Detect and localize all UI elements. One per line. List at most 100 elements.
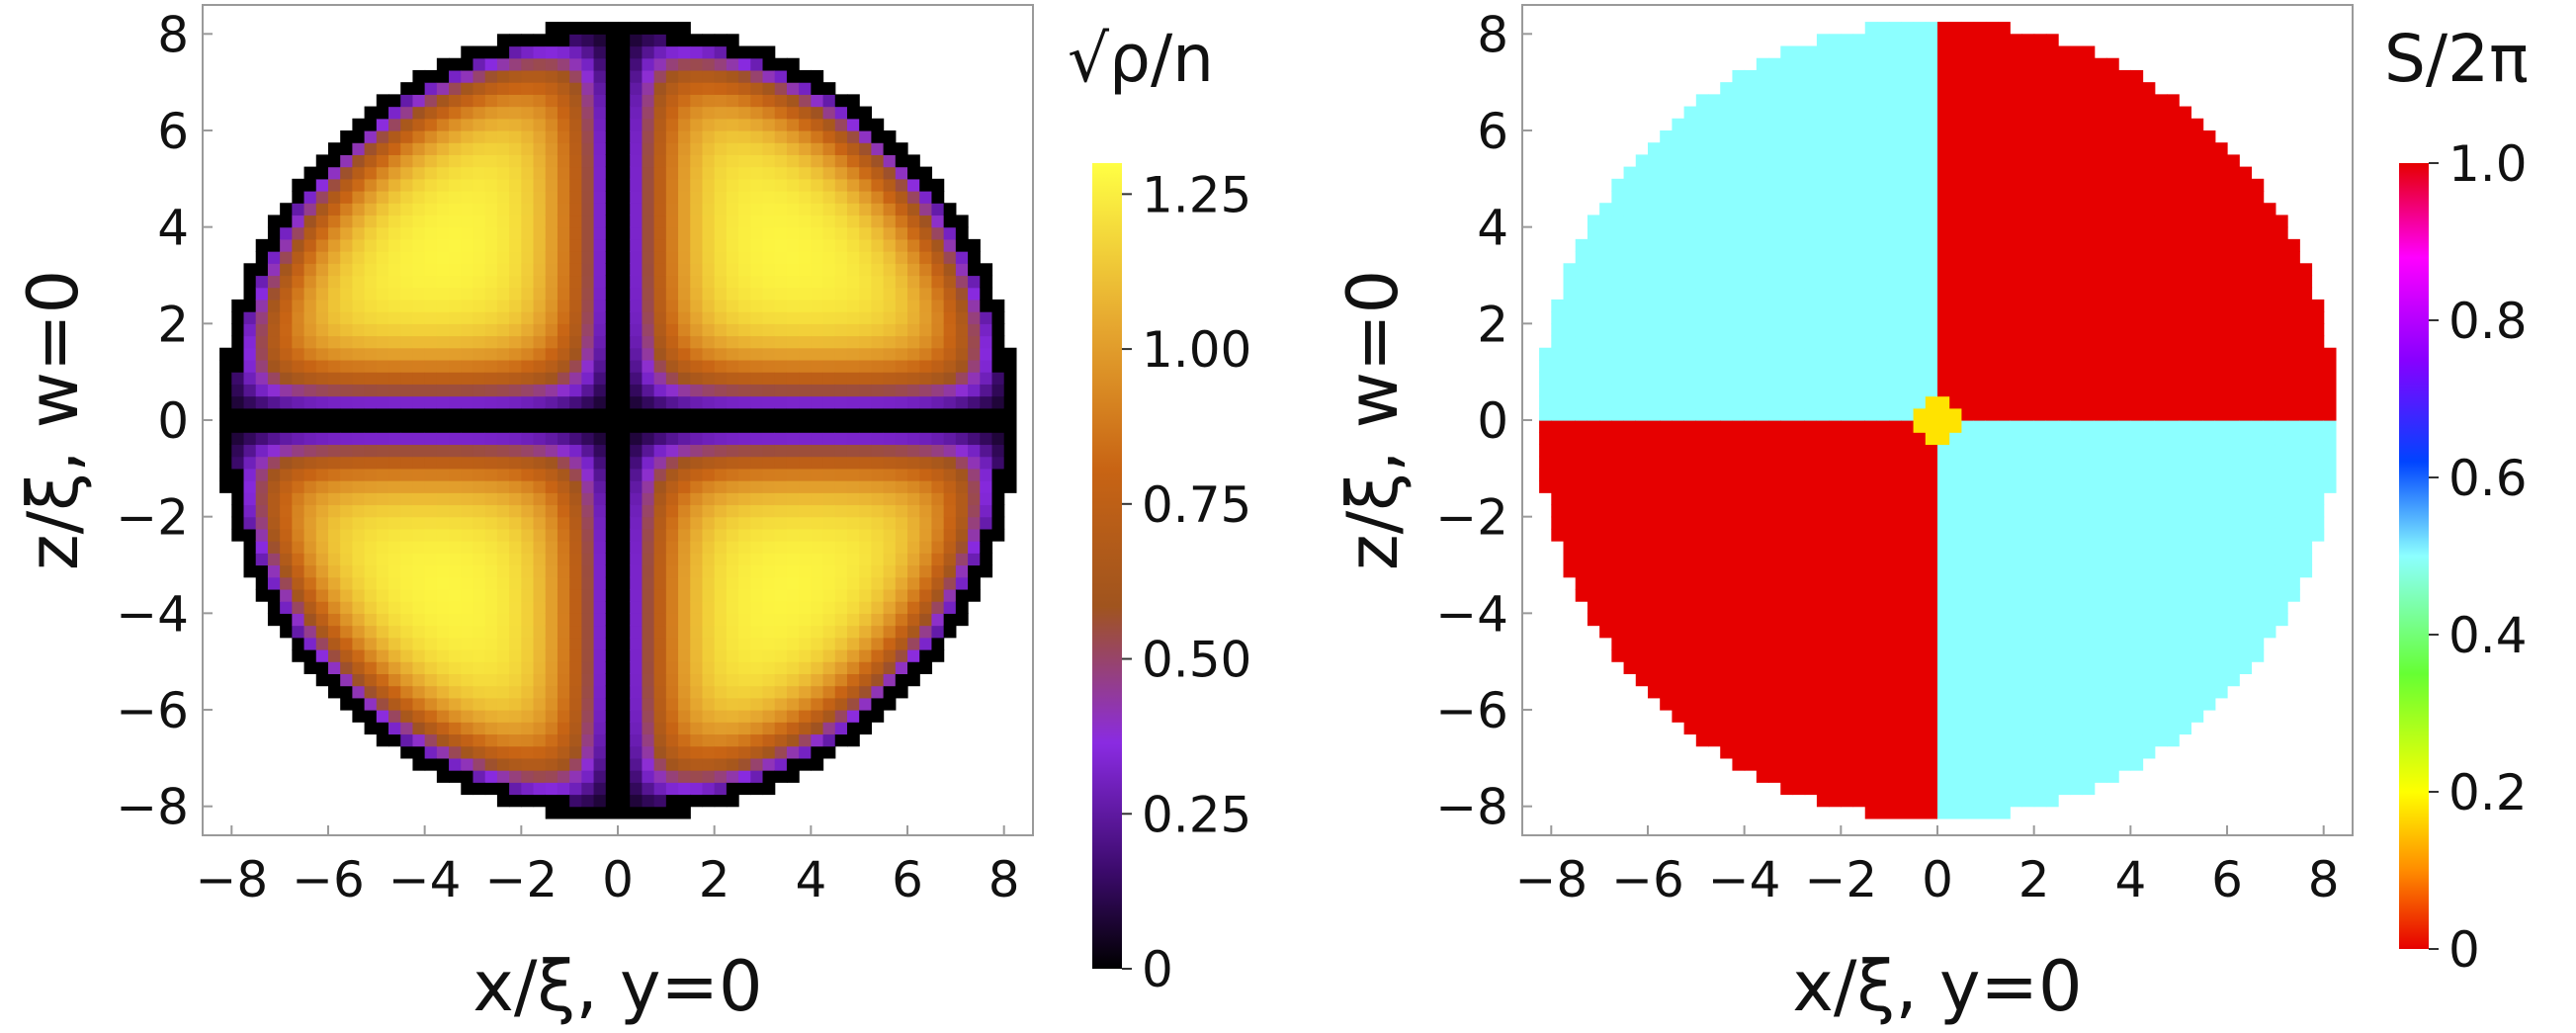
- heatmap-cell: [545, 34, 558, 47]
- heatmap-cell: [1768, 661, 1781, 674]
- heatmap-cell: [412, 384, 426, 397]
- heatmap-cell: [1587, 311, 1600, 324]
- heatmap-cell: [822, 710, 836, 723]
- heatmap-cell: [1756, 142, 1769, 155]
- heatmap-cell: [955, 407, 969, 421]
- heatmap-cell: [859, 287, 872, 301]
- heatmap-cell: [1780, 407, 1794, 421]
- heatmap-cell: [1003, 407, 1017, 421]
- heatmap-cell: [786, 323, 800, 337]
- heatmap-cell: [1864, 782, 1878, 796]
- heatmap-cell: [1720, 648, 1734, 662]
- heatmap-cell: [690, 504, 704, 518]
- heatmap-cell: [1660, 407, 1673, 421]
- heatmap-cell: [449, 576, 462, 590]
- heatmap-cell: [1816, 106, 1830, 120]
- heatmap-cell: [303, 528, 317, 542]
- heatmap-cell: [1672, 613, 1685, 627]
- heatmap-cell: [883, 492, 897, 506]
- heatmap-cell: [569, 733, 582, 747]
- heatmap-cell: [1539, 480, 1552, 493]
- heatmap-cell: [642, 57, 655, 71]
- heatmap-cell: [545, 806, 558, 819]
- heatmap-cell: [1599, 384, 1612, 397]
- heatmap-cell: [1599, 407, 1612, 421]
- heatmap-cell: [738, 142, 751, 155]
- heatmap-cell: [630, 697, 644, 711]
- heatmap-cell: [461, 432, 474, 446]
- heatmap-cell: [762, 82, 776, 95]
- heatmap-cell: [702, 456, 716, 470]
- heatmap-cell: [569, 395, 582, 409]
- heatmap-cell: [642, 782, 655, 796]
- heatmap-cell: [461, 238, 474, 252]
- heatmap-cell: [1635, 178, 1649, 192]
- heatmap-cell: [618, 372, 631, 385]
- heatmap-cell: [690, 34, 704, 47]
- heatmap-cell: [991, 516, 1005, 530]
- heatmap-cell: [545, 444, 558, 458]
- heatmap-cell: [1635, 637, 1649, 650]
- heatmap-cell: [593, 468, 607, 481]
- heatmap-cell: [968, 528, 981, 542]
- heatmap-cell: [1829, 420, 1842, 433]
- heatmap-cell: [1647, 564, 1661, 578]
- heatmap-cell: [931, 395, 945, 409]
- heatmap-cell: [799, 613, 812, 627]
- heatmap-cell: [774, 372, 788, 385]
- heatmap-cell: [400, 154, 414, 168]
- heatmap-cell: [1876, 57, 1890, 71]
- heatmap-cell: [871, 215, 885, 228]
- heatmap-cell: [605, 613, 619, 627]
- heatmap-cell: [895, 468, 908, 481]
- heatmap-cell: [1744, 166, 1758, 180]
- heatmap-cell: [1611, 516, 1625, 530]
- heatmap-cell: [968, 588, 981, 602]
- heatmap-cell: [1841, 770, 1854, 783]
- heatmap-cell: [400, 94, 414, 108]
- heatmap-cell: [1708, 601, 1721, 614]
- heatmap-cell: [726, 45, 739, 59]
- heatmap-cell: [1816, 613, 1830, 627]
- heatmap-cell: [340, 238, 353, 252]
- heatmap-cell: [1672, 287, 1685, 301]
- heatmap-cell: [895, 420, 908, 433]
- heatmap-cell: [895, 142, 908, 155]
- heatmap-cell: [593, 335, 607, 349]
- heatmap-cell: [1672, 154, 1685, 168]
- heatmap-cell: [846, 733, 860, 747]
- heatmap-cell: [461, 601, 474, 614]
- heatmap-cell: [665, 757, 679, 771]
- heatmap-cell: [653, 34, 667, 47]
- heatmap-cell: [1623, 384, 1637, 397]
- heatmap-cell: [292, 263, 305, 277]
- heatmap-cell: [895, 191, 908, 204]
- heatmap-cell: [1647, 588, 1661, 602]
- heatmap-cell: [931, 178, 945, 192]
- heatmap-cell: [714, 311, 728, 324]
- heatmap-cell: [1551, 516, 1565, 530]
- heatmap-cell: [919, 395, 933, 409]
- heatmap-cell: [509, 287, 522, 301]
- heatmap-cell: [618, 492, 631, 506]
- heatmap-cell: [400, 722, 414, 735]
- heatmap-cell: [714, 372, 728, 385]
- heatmap-cell: [630, 118, 644, 131]
- heatmap-cell: [569, 661, 582, 674]
- heatmap-cell: [400, 106, 414, 120]
- heatmap-cell: [1744, 685, 1758, 699]
- heatmap-cell: [678, 456, 691, 470]
- heatmap-cell: [1539, 468, 1552, 481]
- heatmap-cell: [846, 384, 860, 397]
- heatmap-cell: [1780, 372, 1794, 385]
- heatmap-cell: [472, 673, 486, 687]
- heatmap-cell: [581, 215, 595, 228]
- heatmap-cell: [714, 215, 728, 228]
- heatmap-cell: [1864, 275, 1878, 289]
- heatmap-cell: [1804, 564, 1818, 578]
- heatmap-cell: [352, 166, 366, 180]
- heatmap-cell: [690, 191, 704, 204]
- heatmap-cell: [533, 275, 547, 289]
- heatmap-cell: [303, 384, 317, 397]
- heatmap-cell: [702, 323, 716, 337]
